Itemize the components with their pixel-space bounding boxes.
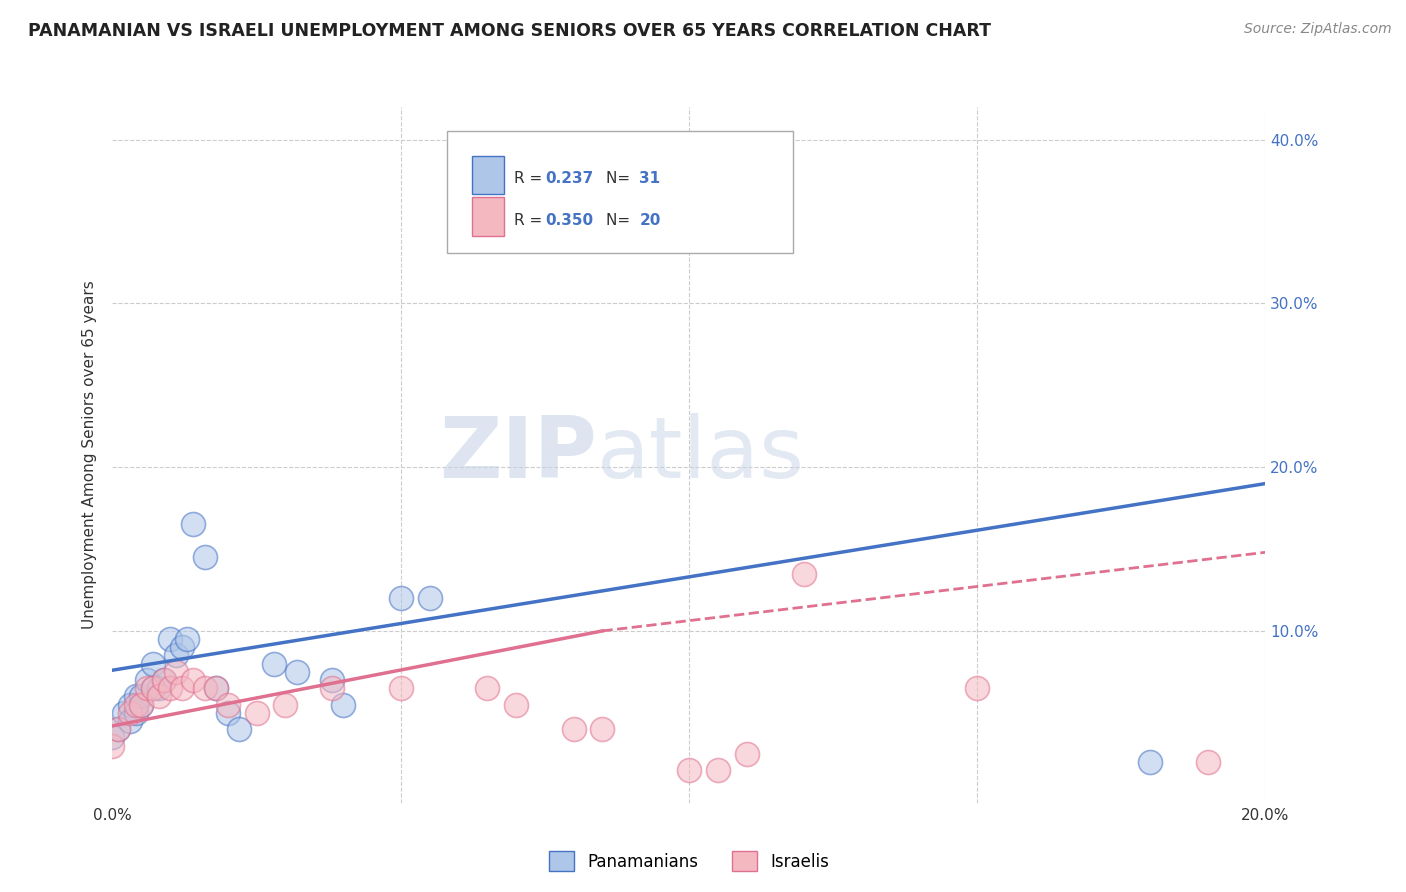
Point [194, 681, 217, 696]
Point [205, 681, 228, 696]
Point [217, 706, 239, 720]
Point [165, 648, 187, 663]
Point [332, 698, 354, 712]
Point [165, 665, 187, 679]
Point [159, 632, 181, 646]
Point [181, 673, 204, 687]
Point [592, 722, 614, 736]
Point [389, 681, 412, 696]
Y-axis label: Unemployment Among Seniors over 65 years: Unemployment Among Seniors over 65 years [82, 281, 97, 629]
Point [129, 690, 153, 704]
Point [1139, 755, 1161, 769]
Legend: Panamanians, Israelis: Panamanians, Israelis [543, 845, 835, 878]
Point [148, 690, 170, 704]
Point [966, 681, 988, 696]
Point [159, 681, 181, 696]
Point [176, 632, 198, 646]
Point [321, 673, 343, 687]
Point [136, 681, 159, 696]
Text: 31: 31 [640, 171, 661, 186]
Point [793, 566, 815, 581]
Point [118, 698, 141, 712]
Point [194, 550, 217, 565]
Point [142, 681, 165, 696]
Point [153, 673, 176, 687]
Bar [472, 197, 505, 235]
Point [706, 763, 728, 777]
Point [170, 681, 193, 696]
Point [153, 673, 176, 687]
Point [245, 706, 267, 720]
Point [735, 747, 758, 761]
Text: 0.350: 0.350 [544, 213, 593, 228]
Text: 0.237: 0.237 [544, 171, 593, 186]
Point [389, 591, 412, 606]
Point [112, 706, 135, 720]
Point [321, 681, 343, 696]
Point [148, 681, 170, 696]
Text: 20: 20 [640, 213, 661, 228]
Point [1197, 755, 1219, 769]
Point [205, 681, 228, 696]
Bar [472, 156, 505, 194]
Point [181, 517, 204, 532]
Text: N=: N= [606, 213, 636, 228]
Point [107, 722, 129, 736]
Text: ZIP: ZIP [439, 413, 596, 497]
Point [263, 657, 285, 671]
Point [562, 722, 585, 736]
Point [142, 681, 165, 696]
Text: R =: R = [513, 171, 547, 186]
Point [101, 731, 124, 745]
Point [124, 690, 146, 704]
Text: Source: ZipAtlas.com: Source: ZipAtlas.com [1244, 22, 1392, 37]
Point [475, 681, 498, 696]
Point [124, 698, 146, 712]
Point [678, 763, 700, 777]
Point [217, 698, 239, 712]
Point [505, 698, 527, 712]
Text: R =: R = [513, 213, 547, 228]
FancyBboxPatch shape [447, 131, 793, 253]
Text: atlas: atlas [596, 413, 804, 497]
Point [419, 591, 441, 606]
Point [101, 739, 124, 753]
Point [142, 657, 165, 671]
Point [228, 722, 250, 736]
Text: N=: N= [606, 171, 636, 186]
Text: PANAMANIAN VS ISRAELI UNEMPLOYMENT AMONG SENIORS OVER 65 YEARS CORRELATION CHART: PANAMANIAN VS ISRAELI UNEMPLOYMENT AMONG… [28, 22, 991, 40]
Point [107, 722, 129, 736]
Point [129, 698, 153, 712]
Point [124, 706, 146, 720]
Point [170, 640, 193, 655]
Point [533, 223, 555, 237]
Point [274, 698, 297, 712]
Point [118, 706, 141, 720]
Point [118, 714, 141, 728]
Point [136, 673, 159, 687]
Point [285, 665, 308, 679]
Point [129, 698, 153, 712]
